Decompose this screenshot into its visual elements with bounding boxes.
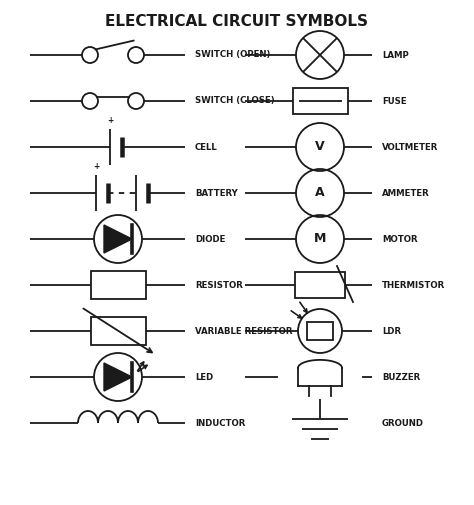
- Text: ELECTRICAL CIRCUIT SYMBOLS: ELECTRICAL CIRCUIT SYMBOLS: [106, 15, 368, 29]
- Text: MOTOR: MOTOR: [382, 234, 418, 243]
- Text: LDR: LDR: [382, 327, 401, 335]
- Bar: [91, 271, 146, 299]
- Text: LED: LED: [195, 373, 213, 381]
- Bar: [293, 88, 348, 114]
- Text: INDUCTOR: INDUCTOR: [195, 419, 246, 428]
- Text: +: +: [107, 116, 113, 125]
- Text: +: +: [93, 162, 99, 171]
- Text: M: M: [314, 232, 326, 245]
- Text: GROUND: GROUND: [382, 419, 424, 428]
- Text: VOLTMETER: VOLTMETER: [382, 142, 438, 152]
- Text: THERMISTOR: THERMISTOR: [382, 280, 445, 289]
- Bar: [91, 317, 146, 345]
- Text: VARIABLE RESISTOR: VARIABLE RESISTOR: [195, 327, 292, 335]
- Text: LAMP: LAMP: [382, 50, 409, 60]
- Text: BUZZER: BUZZER: [382, 373, 420, 381]
- Bar: [295, 272, 345, 298]
- Polygon shape: [104, 363, 132, 391]
- Text: DIODE: DIODE: [195, 234, 225, 243]
- Text: FUSE: FUSE: [382, 96, 407, 106]
- Text: BATTERY: BATTERY: [195, 188, 238, 197]
- Polygon shape: [104, 225, 132, 253]
- Text: AMMETER: AMMETER: [382, 188, 430, 197]
- Text: SWITCH (CLOSE): SWITCH (CLOSE): [195, 96, 274, 106]
- Bar: [307, 322, 333, 340]
- Text: SWITCH (OPEN): SWITCH (OPEN): [195, 50, 270, 60]
- Text: A: A: [315, 186, 325, 199]
- Text: CELL: CELL: [195, 142, 218, 152]
- Text: RESISTOR: RESISTOR: [195, 280, 243, 289]
- Text: V: V: [315, 140, 325, 154]
